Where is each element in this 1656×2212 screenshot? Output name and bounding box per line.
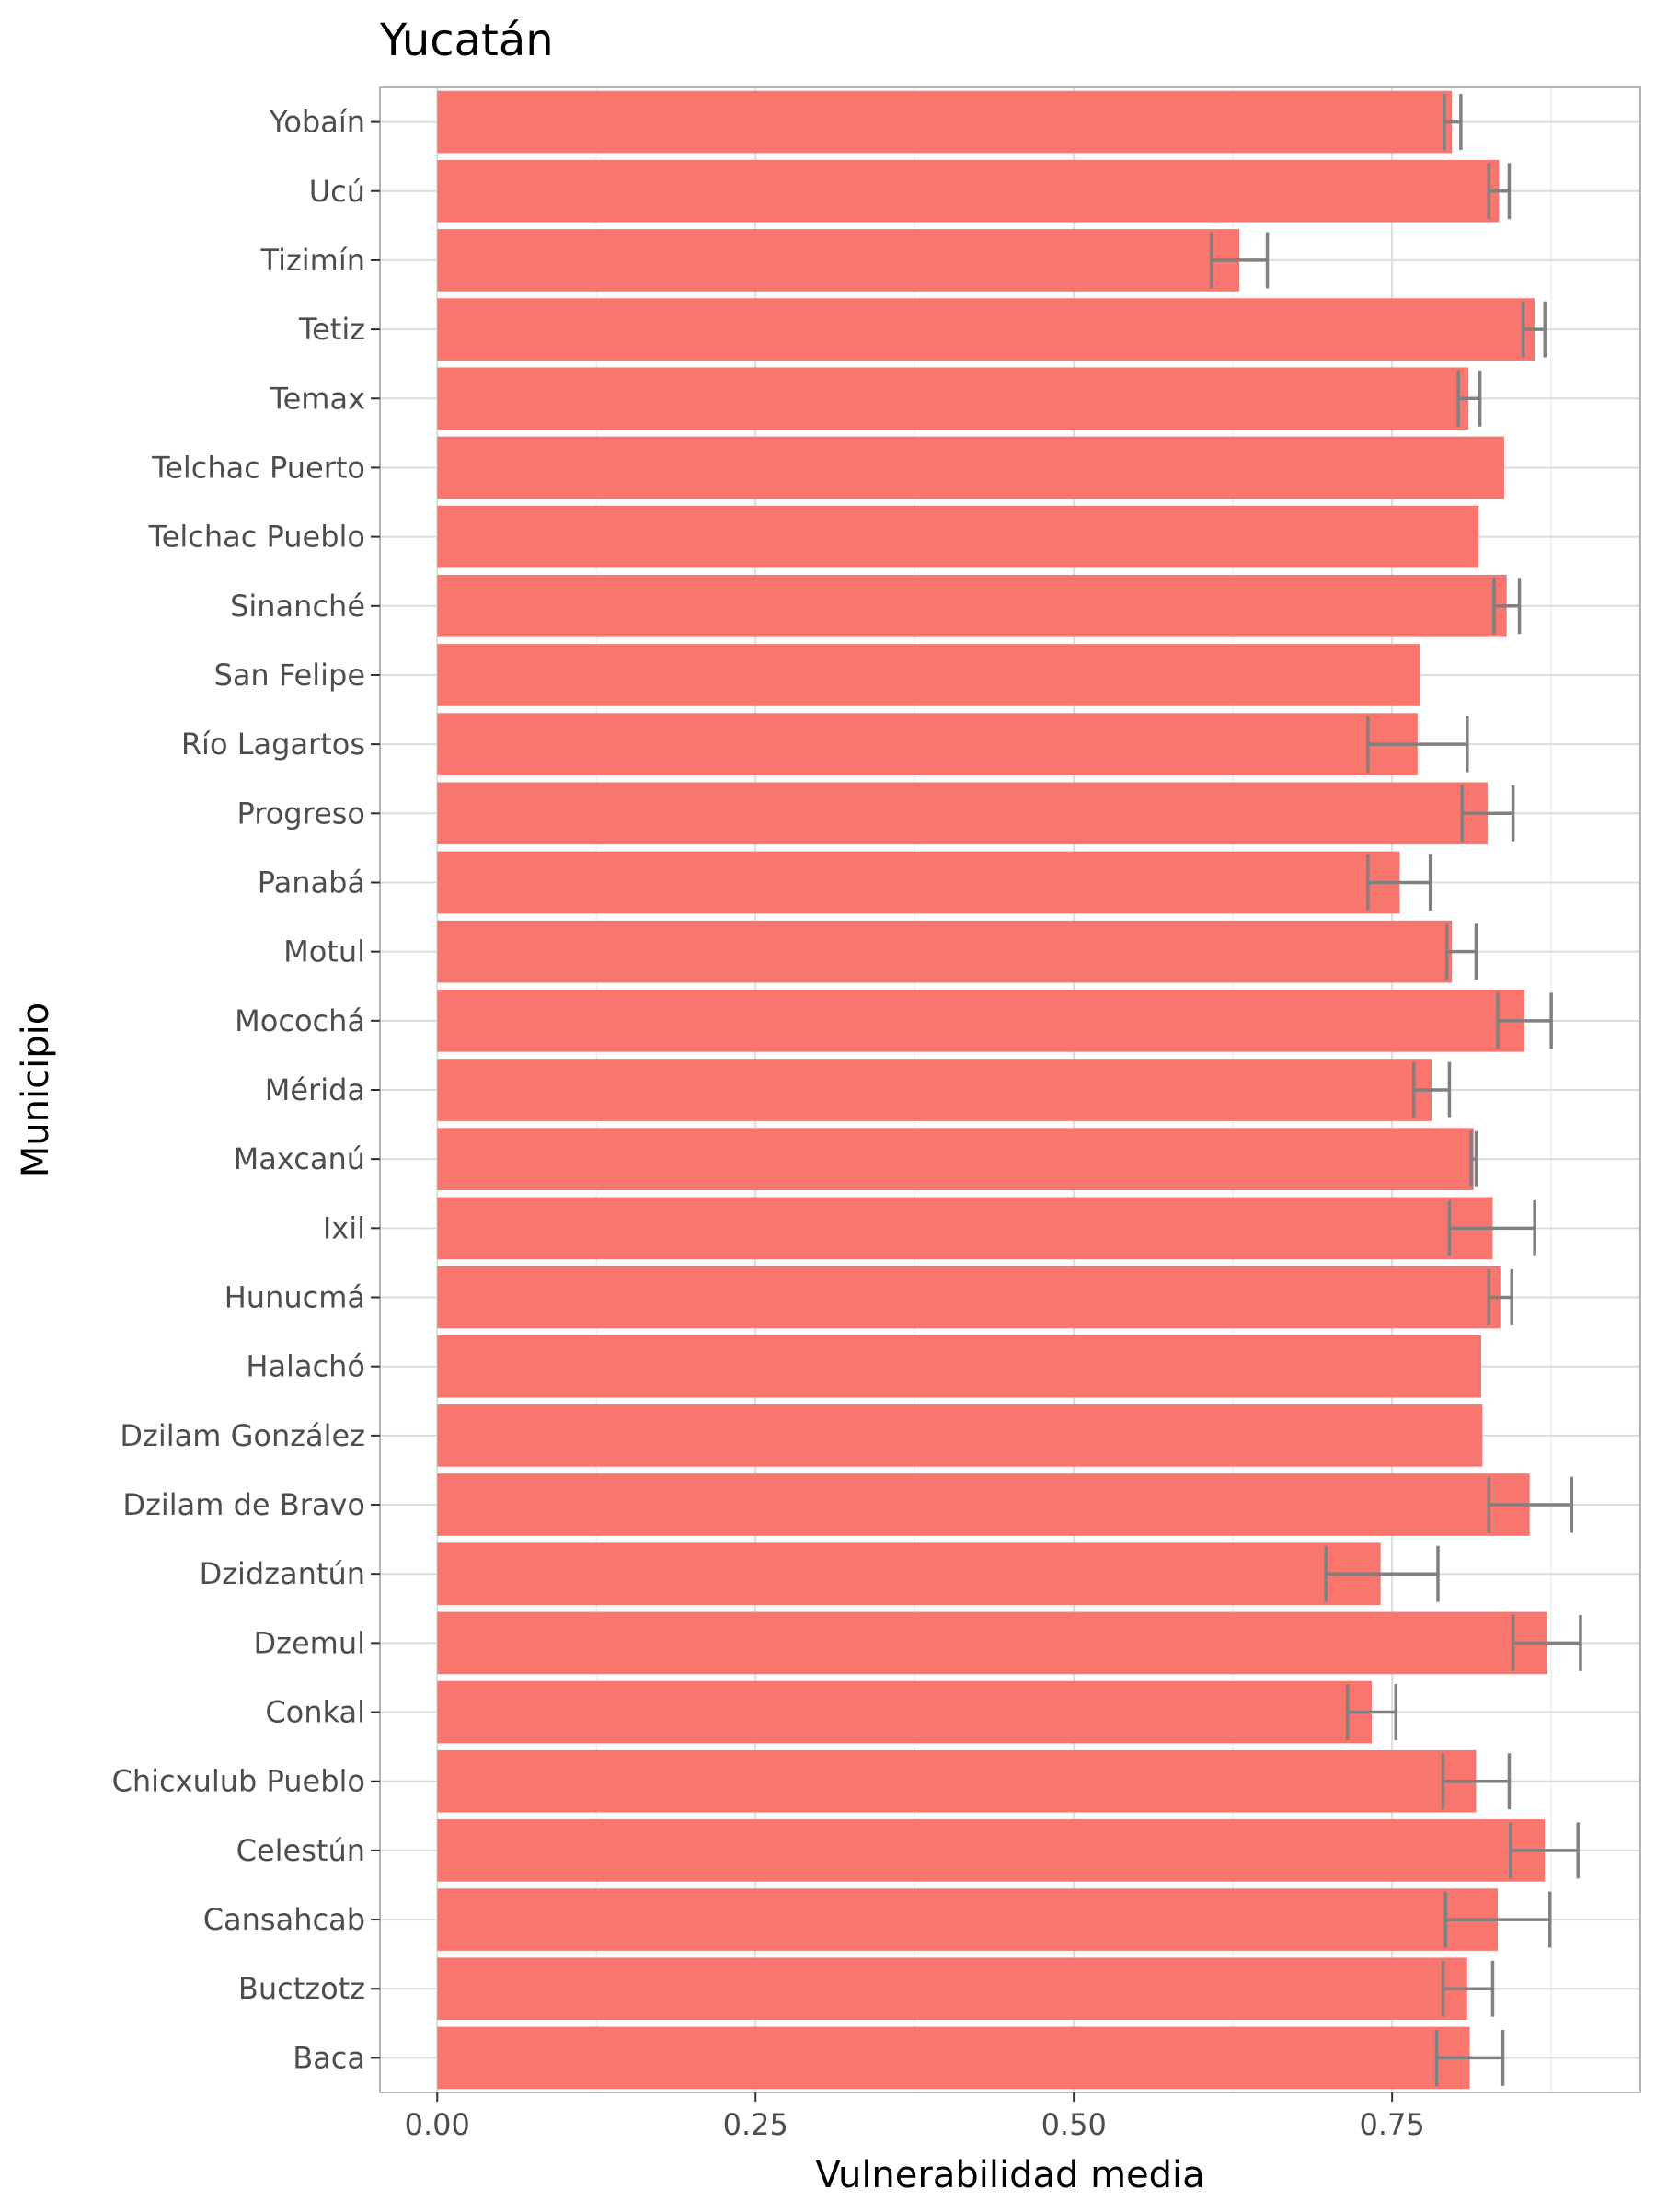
bar [437,1957,1467,2021]
error-bar [1444,923,1478,980]
error-bar [1434,2029,1505,2086]
error-bar [1487,163,1512,220]
error-bar [1511,1614,1582,1671]
x-axis-title: Vulnerabilidad media [815,2154,1204,2196]
chart-title: Yucatán [379,15,554,66]
y-tick-label: Dzidzantún [200,1556,365,1591]
y-axis-title: Municipio [15,1003,57,1177]
y-tick-label: Telchac Pueblo [148,520,365,555]
error-bar [1411,1061,1452,1118]
error-bar [1509,1822,1580,1879]
y-tick-label: Tetiz [298,312,365,347]
error-bar [1487,1269,1513,1325]
error-bar [1492,578,1522,635]
bar [437,713,1418,775]
bar [437,436,1504,499]
bar [437,920,1453,983]
y-tick-label: Baca [293,2040,365,2075]
bar [437,367,1469,430]
error-bar [1469,1130,1478,1187]
y-tick-label: Panabá [258,865,365,900]
bars-layer [437,90,1547,2090]
error-bar [1209,232,1270,289]
y-tick-label: Halachó [246,1349,365,1384]
y-tick-label: Tizimín [260,243,365,278]
error-bar [1460,785,1515,842]
error-bar [1441,1960,1495,2017]
error-bar [1324,1545,1440,1602]
errorbar-layer [1209,94,1582,2086]
y-tick-label: Cansahcab [203,1902,365,1937]
bar [437,1611,1547,1675]
error-bar [1456,370,1482,427]
bar [437,1819,1546,1882]
bar [437,574,1507,637]
y-tick-label: Sinanché [230,589,365,624]
x-axis: 0.00 0.25 0.50 0.75 [405,2092,1425,2142]
bar [437,644,1420,706]
x-tick-label: 0.50 [1041,2107,1107,2142]
error-bar [1443,1891,1552,1948]
y-tick-label: Hunucmá [224,1280,365,1315]
y-tick-label: Mocochá [235,1003,365,1038]
y-tick-label: Dzemul [254,1625,365,1660]
bar [437,782,1488,845]
error-bar [1496,992,1553,1049]
bar [437,1197,1493,1260]
y-tick-label: Dzilam de Bravo [122,1487,365,1522]
bar [437,159,1500,223]
error-bar [1521,301,1547,358]
x-tick-label: 0.25 [723,2107,788,2142]
y-tick-label: San Felipe [214,658,366,693]
y-tick-label: Chicxulub Pueblo [112,1764,365,1799]
bar [437,1335,1482,1398]
error-bar [1345,1684,1398,1740]
error-bar [1366,716,1469,773]
y-tick-label: Buctzotz [238,1971,365,2006]
bar [437,90,1453,154]
y-tick-label: Conkal [265,1695,365,1730]
y-tick-label: Progreso [237,796,365,831]
bar [437,1473,1530,1536]
error-bar [1447,1199,1536,1256]
y-tick-label: Motul [283,934,365,969]
bar [437,1888,1499,1951]
bar [437,1542,1381,1606]
x-tick-label: 0.75 [1360,2107,1425,2142]
x-tick-label: 0.00 [405,2107,470,2142]
y-tick-label: Ixil [323,1210,365,1245]
y-tick-label: Ucú [309,174,365,209]
error-bar [1441,1753,1512,1810]
bar [437,851,1400,914]
bar [437,1749,1477,1813]
bar [437,229,1240,292]
y-tick-label: Mérida [265,1072,365,1107]
y-tick-label: Celestún [236,1833,365,1868]
bar [437,1680,1373,1744]
error-bar [1366,854,1432,911]
bar [437,1128,1474,1190]
bar [437,2026,1470,2090]
y-tick-label: Río Lagartos [181,727,365,762]
error-bar [1443,94,1463,151]
bar [437,1266,1501,1329]
y-tick-label: Dzilam González [120,1418,365,1453]
bar [437,298,1535,361]
bar [437,1059,1432,1121]
bar [437,505,1479,568]
bar [437,1404,1483,1467]
y-tick-label: Maxcanú [234,1141,365,1176]
y-tick-label: Telchac Puerto [151,450,365,485]
y-tick-label: Yobaín [269,105,365,140]
y-axis: Yobaín Ucú Tizimín Tetiz Temax Telchac Puerto… [112,105,380,2075]
error-bar [1487,1476,1574,1533]
y-tick-label: Temax [269,381,365,416]
bar [437,990,1525,1052]
